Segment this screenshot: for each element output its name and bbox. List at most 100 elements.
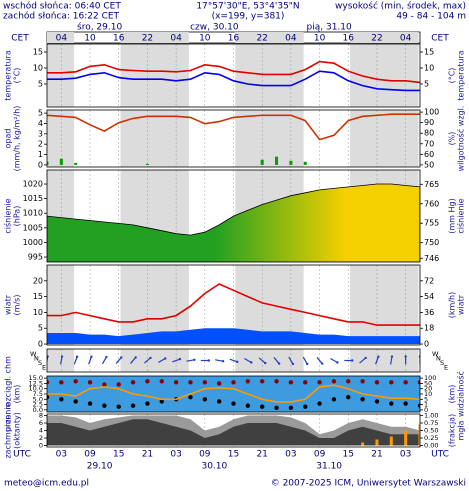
wind-arrow bbox=[375, 356, 379, 365]
top-hour: 22 bbox=[256, 34, 267, 44]
y-tick-label: 1020 bbox=[23, 180, 43, 189]
wind-arrow-head bbox=[193, 358, 196, 362]
panel bbox=[47, 376, 420, 412]
y-tick-label: 20 bbox=[33, 276, 43, 285]
y2-tick-label: 36 bbox=[424, 308, 434, 317]
y2-tick-label: 760 bbox=[424, 199, 439, 208]
y2-tick-label: 0 bbox=[424, 340, 429, 349]
wind-arrow-head bbox=[351, 359, 354, 362]
y2-tick-label: 90 bbox=[424, 118, 434, 127]
y2-tick-label: 18 bbox=[424, 324, 434, 333]
night-band bbox=[350, 349, 419, 372]
dot bbox=[360, 397, 365, 402]
dot bbox=[188, 380, 193, 385]
y-tick-label: 1000 bbox=[23, 238, 43, 247]
bottom-hour: 03 bbox=[170, 450, 181, 460]
wind-arrow-head bbox=[164, 357, 167, 360]
y-tick-label: 0.0 bbox=[33, 406, 43, 414]
bottom-hour: 09 bbox=[199, 450, 211, 460]
top-hour: 22 bbox=[371, 34, 382, 44]
bar bbox=[389, 436, 393, 446]
wind-arrow bbox=[88, 356, 92, 365]
y2-tick-label: 100 bbox=[424, 108, 439, 117]
dot bbox=[47, 380, 50, 385]
wind-arrow-head bbox=[390, 355, 394, 358]
direction-label: N bbox=[34, 355, 39, 363]
y2-tick-label: 1 bbox=[424, 401, 428, 409]
night-band bbox=[47, 32, 75, 43]
panel-border bbox=[46, 109, 421, 168]
area bbox=[47, 419, 420, 446]
top-hour: 04 bbox=[285, 34, 297, 44]
wind-arrow-head bbox=[250, 361, 253, 364]
y-tick-label: 15.0 bbox=[29, 374, 43, 382]
y-tick-label: 995 bbox=[28, 253, 43, 262]
bar bbox=[260, 159, 264, 165]
bar bbox=[275, 156, 279, 165]
y2-tick-label: 755 bbox=[424, 219, 439, 228]
top-hour: 04 bbox=[170, 34, 182, 44]
wind-arrow bbox=[172, 358, 181, 363]
dot bbox=[417, 403, 420, 408]
y-axis-label: wiatr bbox=[4, 294, 13, 315]
y2-tick-label: 10 bbox=[424, 63, 434, 72]
bottom-hour: 03 bbox=[285, 450, 296, 460]
y2-axis-label: ciśnienie bbox=[456, 198, 466, 233]
bottom-hour: 09 bbox=[314, 450, 326, 460]
top-hour: 16 bbox=[113, 34, 125, 44]
bar bbox=[418, 424, 420, 446]
wind-arrow bbox=[330, 357, 338, 364]
y-tick-label: 0 bbox=[39, 442, 43, 450]
dot bbox=[245, 379, 251, 384]
y-axis-label: (oktanty) bbox=[13, 412, 22, 449]
dot bbox=[259, 404, 265, 409]
y2-tick-label: 750 bbox=[424, 238, 439, 247]
dot bbox=[303, 380, 308, 385]
top-date: śro, 29.10 bbox=[77, 22, 122, 33]
line bbox=[47, 60, 420, 84]
night-band bbox=[235, 32, 304, 43]
footer-email: meteo@icm.edu.pl bbox=[4, 479, 89, 489]
y-axis-label: pion. rozciągł. chm bbox=[4, 356, 13, 432]
wind-arrow-head bbox=[90, 355, 93, 358]
dot bbox=[259, 379, 265, 384]
bottom-hour: 21 bbox=[142, 450, 153, 460]
direction-label: S bbox=[38, 359, 42, 367]
y2-tick-label: 746 bbox=[424, 254, 439, 263]
night-band bbox=[350, 265, 419, 345]
line bbox=[47, 113, 420, 141]
dot bbox=[403, 401, 408, 406]
dot bbox=[216, 381, 222, 386]
dot bbox=[331, 379, 337, 384]
top-hour: 22 bbox=[142, 34, 153, 44]
bottom-hour: 15 bbox=[113, 450, 124, 460]
wind-arrow-head bbox=[336, 361, 339, 364]
panel bbox=[47, 44, 420, 107]
dot bbox=[202, 397, 208, 402]
dot bbox=[47, 394, 50, 400]
dot bbox=[216, 399, 222, 404]
wind-arrow-head bbox=[178, 357, 182, 361]
y-tick-label: 2 bbox=[38, 140, 43, 149]
y2-tick-label: 20 bbox=[424, 385, 432, 393]
dot bbox=[102, 403, 107, 408]
y-tick-label: 0 bbox=[38, 160, 43, 169]
y-axis-label: zachmurzenie bbox=[4, 402, 13, 458]
y2-axis-label: (km) bbox=[448, 385, 457, 404]
top-hour: 16 bbox=[343, 34, 355, 44]
line bbox=[47, 283, 420, 326]
bottom-hour: 03 bbox=[400, 450, 411, 460]
wind-arrow bbox=[158, 357, 166, 364]
night-band bbox=[120, 44, 189, 107]
y-tick-label: 4 bbox=[39, 427, 43, 435]
y2-axis-label: widzialność bbox=[456, 371, 466, 417]
bottom-hour: 21 bbox=[371, 450, 382, 460]
y2-tick-label: 0.75 bbox=[424, 419, 438, 427]
wind-arrow bbox=[115, 357, 122, 364]
y2-tick-label: 54 bbox=[424, 292, 434, 301]
wind-arrow bbox=[302, 356, 308, 365]
y2-tick-label: 0.50 bbox=[424, 427, 438, 435]
direction-label: N bbox=[436, 355, 441, 363]
y-axis-label: (km) bbox=[13, 385, 22, 404]
